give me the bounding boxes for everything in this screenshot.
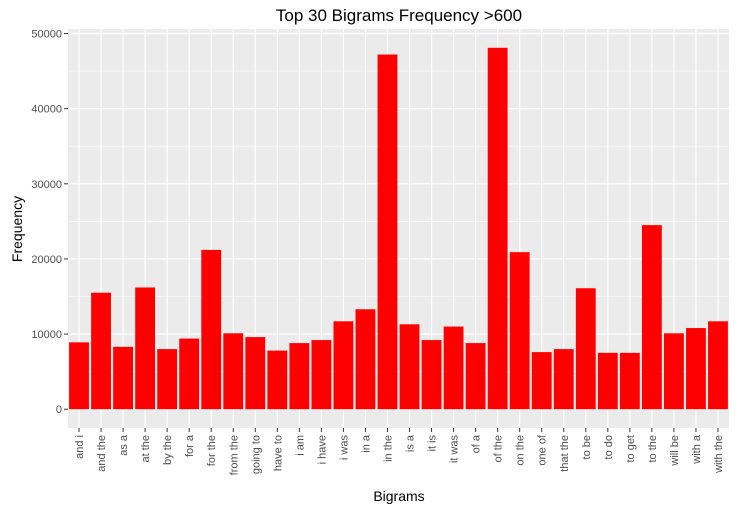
x-tick-label: of the (493, 435, 505, 463)
bar (69, 342, 89, 410)
bar (575, 288, 596, 410)
x-tick-label: as a (118, 434, 130, 456)
bar (421, 340, 442, 410)
x-tick-label: for a (184, 434, 196, 457)
bar (487, 47, 508, 410)
x-tick-label: and the (96, 435, 108, 472)
x-tick-label: and i (74, 435, 86, 459)
minor-gridlines (68, 70, 729, 372)
x-tick-label: have to (272, 435, 284, 471)
y-tick-label: 50000 (31, 29, 62, 41)
bar (377, 54, 398, 410)
y-tick-label: 20000 (31, 254, 62, 266)
bar (135, 287, 156, 410)
bar (597, 352, 618, 410)
x-axis: and i and the as a at the by the for a for the… (74, 428, 725, 475)
plot-panel (68, 29, 729, 428)
bar (201, 249, 222, 410)
x-tick-label: it is (427, 435, 439, 452)
bar (311, 340, 332, 410)
bar (619, 352, 640, 410)
bar (289, 343, 310, 410)
bar (399, 324, 420, 410)
bar (267, 350, 288, 410)
bar (708, 321, 728, 410)
x-axis-title: Bigrams (373, 488, 424, 504)
x-tick-label: going to (250, 435, 262, 474)
x-tick-label: is a (405, 434, 417, 452)
chart-title: Top 30 Bigrams Frequency >600 (276, 6, 522, 25)
bar (465, 343, 486, 410)
y-tick-label: 0 (56, 404, 62, 416)
x-tick-label: i am (294, 435, 306, 456)
y-axis-title: Frequency (9, 196, 25, 262)
bar (443, 326, 464, 410)
x-tick-label: in a (360, 434, 372, 453)
bar (113, 346, 133, 410)
x-tick-label: with a (691, 434, 703, 465)
bar (355, 309, 376, 410)
x-tick-label: to do (603, 435, 615, 459)
bar (531, 352, 552, 410)
x-tick-label: will be (669, 435, 681, 467)
x-tick-label: i was (338, 435, 350, 461)
x-tick-label: from the (228, 435, 240, 475)
bar (333, 321, 354, 410)
y-tick-label: 30000 (31, 179, 62, 191)
x-tick-label: with the (713, 435, 725, 474)
x-tick-label: to the (647, 435, 659, 463)
x-tick-label: by the (162, 435, 174, 465)
x-tick-label: it was (449, 435, 461, 464)
y-tick-label: 10000 (31, 329, 62, 341)
x-tick-label: i have (316, 435, 328, 464)
y-tick-label: 40000 (31, 104, 62, 116)
x-tick-label: on the (515, 435, 527, 466)
bar (245, 337, 266, 410)
bar (157, 349, 178, 410)
y-axis: 0 10000 20000 30000 40000 50000 (31, 29, 68, 416)
bar (223, 333, 244, 410)
bar-series (69, 47, 728, 410)
x-tick-label: for the (206, 435, 218, 466)
bar (553, 349, 574, 410)
x-tick-label: of a (471, 434, 483, 453)
x-tick-label: in the (382, 435, 394, 462)
x-tick-label: to be (581, 435, 593, 459)
x-tick-label: that the (559, 435, 571, 472)
x-tick-label: one of (537, 434, 549, 466)
bar (509, 252, 530, 410)
bar (91, 292, 111, 410)
x-tick-label: at the (140, 435, 152, 463)
bar (179, 338, 200, 410)
bar (641, 225, 662, 410)
bar (686, 328, 706, 410)
bar (664, 333, 684, 410)
x-tick-label: to get (625, 435, 637, 463)
